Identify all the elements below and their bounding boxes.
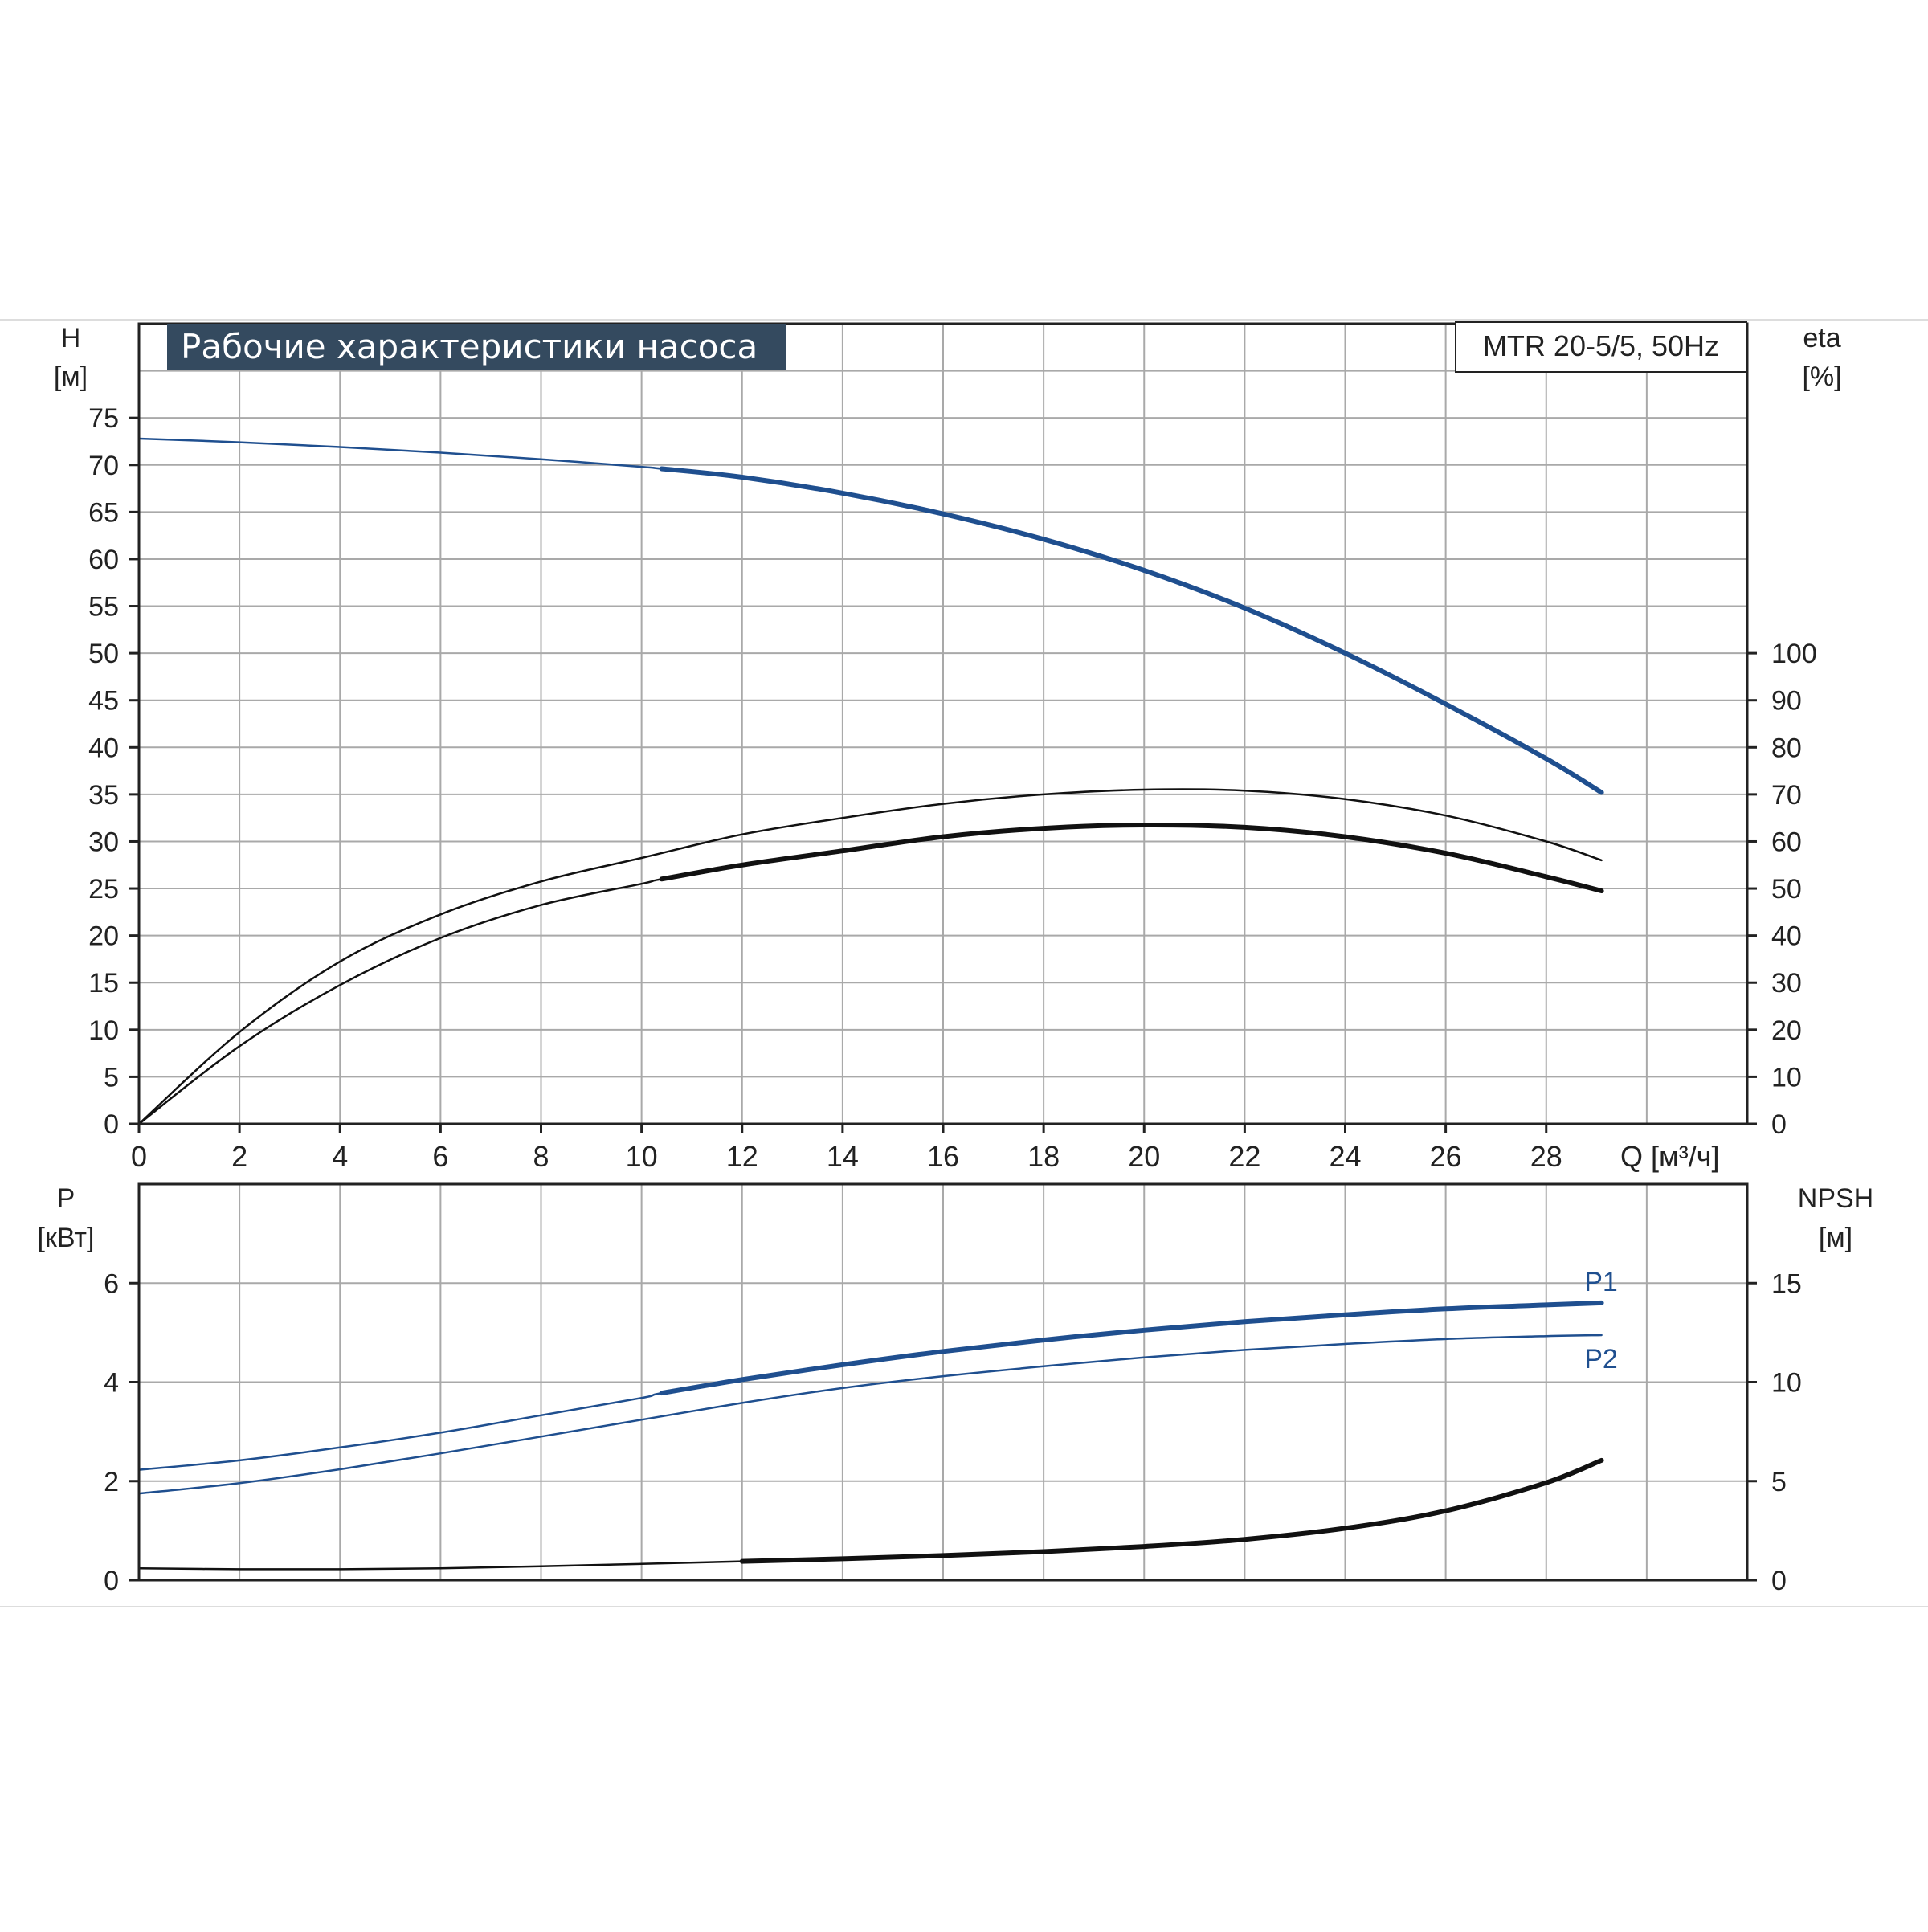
efficiency-axis-unit: [%]: [1802, 361, 1841, 392]
tick-label: 5: [1771, 1467, 1787, 1497]
flow-axis-ticks: 0 2 4 6 8 10 12 14 16 18 20 22 24 26 28: [131, 1124, 1562, 1173]
tick-label: 6: [104, 1268, 119, 1299]
tick-label: 12: [726, 1140, 758, 1173]
tick-label: 40: [1771, 921, 1802, 952]
tick-label: 30: [1771, 968, 1802, 999]
tick-label: 22: [1228, 1140, 1260, 1173]
tick-label: 28: [1530, 1140, 1562, 1173]
tick-label: 60: [88, 545, 119, 575]
power-axis-label: P: [57, 1183, 76, 1214]
tick-label: 90: [1771, 686, 1802, 717]
chart-title-box: [167, 324, 786, 370]
tick-label: 40: [88, 733, 119, 763]
series-label-p2: P2: [1584, 1344, 1618, 1374]
tick-label: 25: [88, 874, 119, 905]
efficiency-axis-label: eta: [1803, 323, 1840, 353]
tick-label: 6: [432, 1140, 448, 1173]
top-chart-grid: [138, 324, 1748, 1125]
tick-label: 24: [1329, 1140, 1361, 1173]
tick-label: 35: [88, 780, 119, 811]
series-line-P1: [137, 1301, 1603, 1471]
tick-label: 60: [1771, 827, 1802, 857]
series-line-head-operating-range: [659, 466, 1604, 795]
tick-label: 45: [88, 686, 119, 717]
tick-label: 2: [231, 1140, 247, 1173]
bottom-chart-series: [137, 1300, 1604, 1571]
tick-label: 20: [88, 921, 119, 952]
model-label-box: [1455, 321, 1747, 373]
tick-label: 80: [1771, 733, 1802, 763]
tick-label: 10: [1771, 1368, 1802, 1399]
head-axis-ticks: 0 5 10 15 20 25 30 35 40 45 50 55 60 65 70 75: [88, 403, 139, 1140]
efficiency-axis-ticks: 0 10 20 30 40 50 60 70 80 90 100: [1747, 639, 1817, 1140]
series-line-P2: [137, 1334, 1603, 1495]
tick-label: 50: [1771, 874, 1802, 905]
tick-label: 50: [88, 639, 119, 669]
series-line-efficiency-pump: [137, 788, 1603, 1125]
tick-label: 0: [104, 1109, 119, 1140]
tick-label: 14: [827, 1140, 859, 1173]
tick-label: 15: [88, 968, 119, 999]
tick-label: 5: [104, 1062, 119, 1093]
power-axis-unit: [кВт]: [38, 1223, 95, 1253]
bottom-chart-grid: [138, 1184, 1748, 1581]
head-axis-label: H: [61, 323, 81, 353]
tick-label: 18: [1027, 1140, 1060, 1173]
tick-label: 100: [1771, 639, 1817, 669]
npsh-axis-ticks: 0 5 10 15: [1747, 1268, 1802, 1596]
top-chart-series: [137, 437, 1604, 1125]
power-axis-ticks: 0 2 4 6: [104, 1268, 139, 1596]
tick-label: 0: [1771, 1109, 1787, 1140]
tick-label: 65: [88, 497, 119, 528]
series-line-head: [137, 437, 1603, 794]
tick-label: 70: [88, 451, 119, 481]
tick-label: 26: [1430, 1140, 1462, 1173]
model-label: MTR 20-5/5, 50Hz: [1483, 329, 1719, 362]
series-label-p1: P1: [1584, 1267, 1618, 1297]
tick-label: 10: [88, 1015, 119, 1046]
series-line-NPSH: [137, 1459, 1603, 1571]
tick-label: 4: [104, 1368, 119, 1399]
tick-label: 70: [1771, 780, 1802, 811]
tick-label: 0: [104, 1566, 119, 1596]
npsh-axis-unit: [м]: [1819, 1223, 1852, 1253]
series-line-NPSH-operating-range: [739, 1457, 1604, 1564]
series-line-efficiency-total-operating-range: [659, 822, 1604, 893]
tick-label: 0: [1771, 1566, 1787, 1596]
tick-label: 30: [88, 827, 119, 857]
flow-axis-label: Q [м³/ч]: [1620, 1140, 1720, 1173]
tick-label: 2: [104, 1467, 119, 1497]
tick-label: 8: [533, 1140, 549, 1173]
chart-title: Рабочие характеристики насоса: [181, 327, 758, 366]
tick-label: 10: [626, 1140, 658, 1173]
head-axis-unit: [м]: [54, 361, 88, 392]
tick-label: 20: [1771, 1015, 1802, 1046]
series-line-P1-operating-range: [659, 1300, 1604, 1396]
tick-label: 10: [1771, 1062, 1802, 1093]
tick-label: 55: [88, 592, 119, 623]
tick-label: 16: [927, 1140, 959, 1173]
tick-label: 4: [332, 1140, 348, 1173]
tick-label: 0: [131, 1140, 147, 1173]
tick-label: 75: [88, 403, 119, 434]
tick-label: 20: [1128, 1140, 1160, 1173]
series-line-efficiency-total: [137, 823, 1603, 1125]
tick-label: 15: [1771, 1268, 1802, 1299]
npsh-axis-label: NPSH: [1798, 1183, 1873, 1214]
